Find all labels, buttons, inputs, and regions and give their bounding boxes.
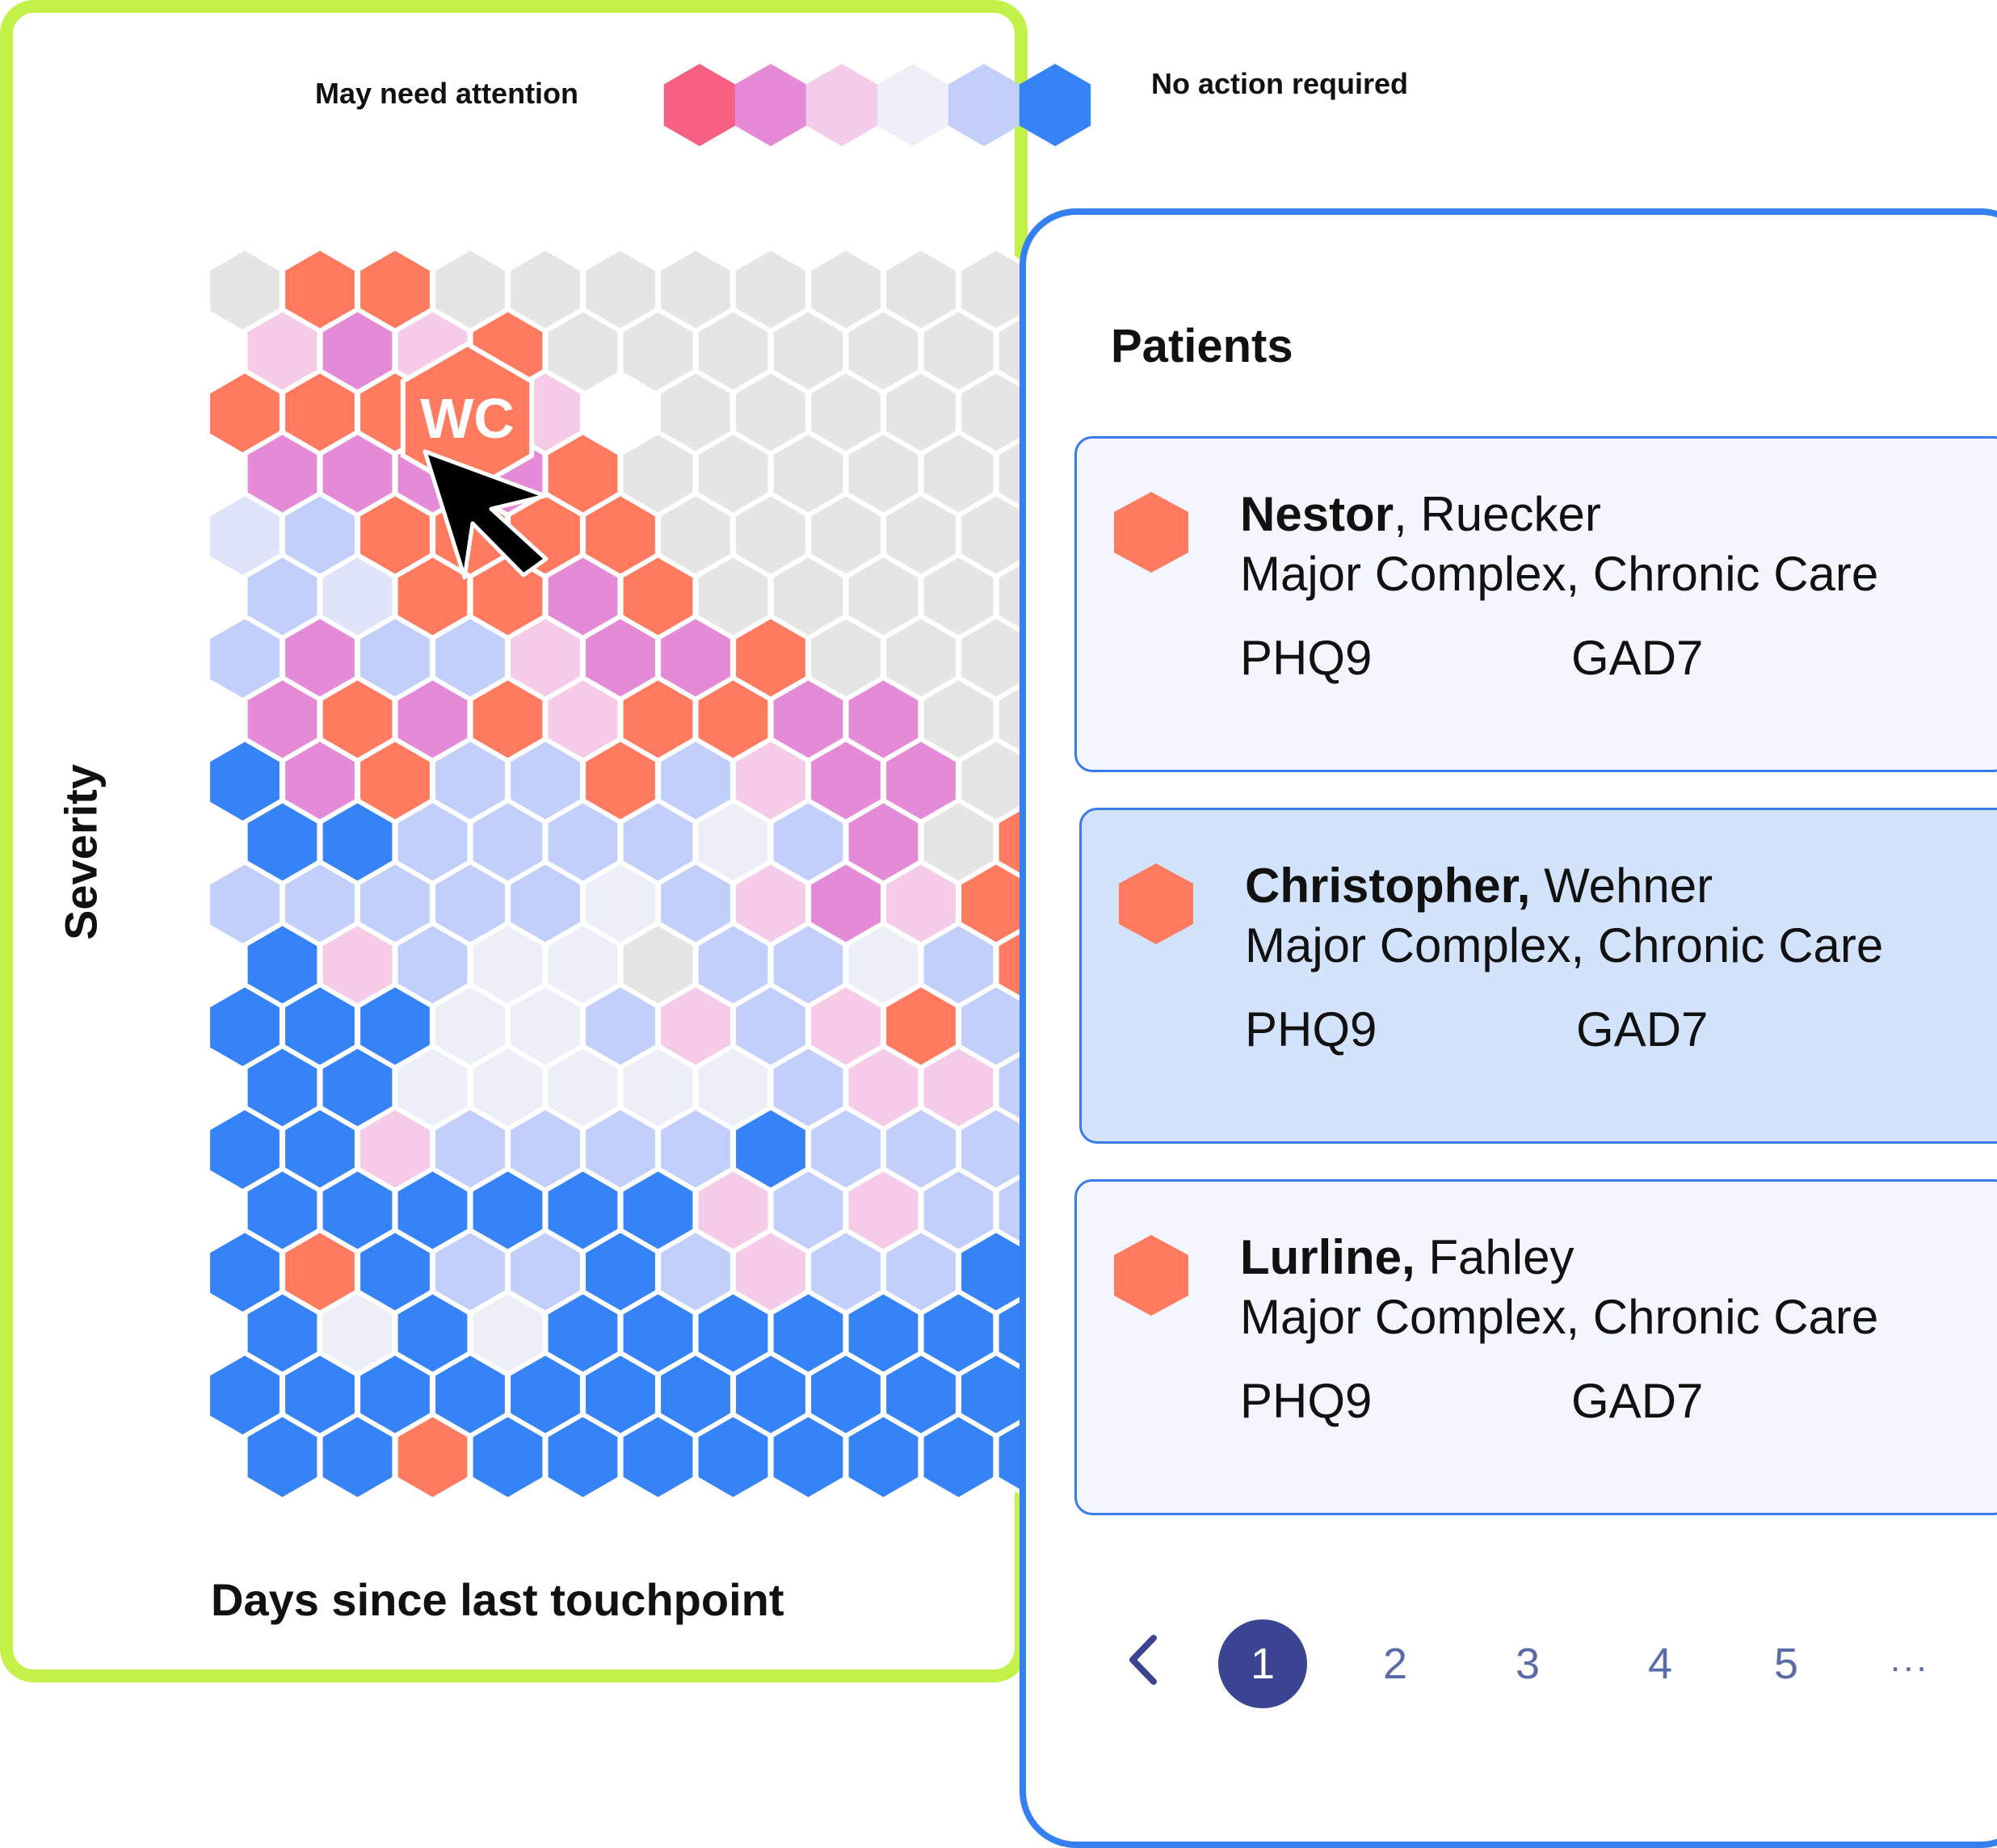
legend-swatch [734, 64, 807, 146]
y-axis-label: Severity [55, 764, 107, 940]
patient-complexity: Major Complex, Chronic Care [1240, 547, 1879, 601]
x-axis-label: Days since last touchpoint [211, 1574, 784, 1625]
patient-first-name: Christopher, [1245, 859, 1531, 913]
page-3-button[interactable]: 3 [1515, 1640, 1541, 1688]
gad7-measure: GAD7 [1571, 631, 1704, 685]
patient-hex[interactable] [242, 1411, 322, 1503]
patient-card-selected[interactable]: Christopher, Wehner Major Complex, Chron… [1079, 808, 1997, 1144]
legend-swatch [805, 64, 878, 146]
patient-hex[interactable] [468, 1411, 548, 1503]
patient-complexity: Major Complex, Chronic Care [1245, 918, 1884, 972]
patient-hex[interactable] [393, 1411, 473, 1503]
patient-last-name: Fahley [1428, 1230, 1574, 1284]
gad7-measure: GAD7 [1576, 1002, 1709, 1056]
legend-color-scale [663, 64, 1091, 146]
patient-hex[interactable] [543, 1411, 623, 1503]
legend-no-action-label: No action required [1151, 67, 1409, 100]
page-5-button[interactable]: 5 [1773, 1640, 1799, 1688]
patient-hex[interactable] [843, 1411, 923, 1503]
legend-attention-label: May need attention [315, 77, 579, 110]
pagination-ellipsis: ... [1890, 1640, 1930, 1679]
severity-hex-icon [1119, 863, 1193, 944]
severity-hex-icon [1114, 492, 1188, 573]
patient-last-name: Ruecker [1420, 487, 1601, 541]
mouse-cursor-icon [423, 449, 549, 580]
patient-first-name: Lurline, [1240, 1230, 1415, 1284]
phq9-measure: PHQ9 [1240, 631, 1373, 685]
patient-hex[interactable] [919, 1411, 998, 1503]
patient-hex-map[interactable]: WC [0, 0, 1028, 1682]
patient-initials: WC [420, 387, 515, 450]
patient-first-name: Nestor [1240, 487, 1394, 541]
patient-hex[interactable] [693, 1411, 773, 1503]
patient-card[interactable]: Nestor, Ruecker Major Complex, Chronic C… [1074, 436, 1997, 772]
patient-hex[interactable] [317, 1411, 397, 1503]
patient-name: Lurline, Fahley [1240, 1233, 1574, 1282]
previous-page-chevron-icon[interactable] [1123, 1632, 1163, 1688]
patient-name: Nestor, Ruecker [1240, 490, 1601, 539]
patient-card[interactable]: Lurline, Fahley Major Complex, Chronic C… [1074, 1179, 1997, 1515]
patient-name: Christopher, Wehner [1245, 862, 1713, 910]
patient-last-name: Wehner [1544, 859, 1713, 913]
page-2-button[interactable]: 2 [1382, 1640, 1408, 1688]
page-4-button[interactable]: 4 [1647, 1640, 1673, 1688]
name-separator: , [1394, 487, 1407, 541]
phq9-measure: PHQ9 [1240, 1374, 1373, 1428]
patients-panel-title: Patients [1111, 320, 1293, 372]
patient-complexity: Major Complex, Chronic Care [1240, 1290, 1879, 1344]
patient-hex[interactable] [768, 1411, 848, 1503]
legend-swatch [1019, 64, 1091, 146]
patient-hex[interactable] [618, 1411, 698, 1503]
phq9-measure: PHQ9 [1245, 1002, 1377, 1056]
legend-swatch [663, 64, 736, 146]
legend-swatch [948, 64, 1020, 146]
severity-hex-icon [1114, 1235, 1188, 1316]
page-1-button[interactable]: 1 [1218, 1619, 1307, 1708]
legend-swatch [877, 64, 949, 146]
gad7-measure: GAD7 [1571, 1374, 1704, 1428]
